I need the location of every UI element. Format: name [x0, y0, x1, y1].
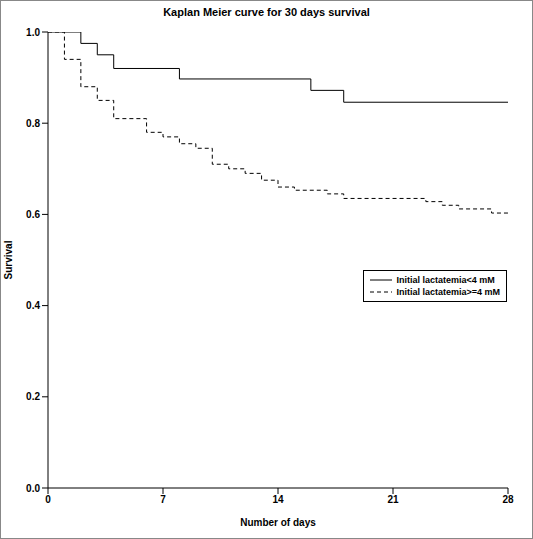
- svg-text:0.4: 0.4: [26, 300, 40, 311]
- html-text:Kaplan Meier curve for 30 days: Kaplan Meier curve for 30 days survival: [163, 6, 370, 18]
- svg-text:0: 0: [45, 494, 51, 505]
- svg-text:14: 14: [272, 494, 284, 505]
- svg-text:1.0: 1.0: [26, 27, 40, 38]
- svg-text:Survival: Survival: [8, 240, 14, 279]
- svg-text:Number of days: Number of days: [240, 517, 316, 528]
- svg-text:28: 28: [502, 494, 514, 505]
- svg-text:21: 21: [387, 494, 399, 505]
- svg-text:0.8: 0.8: [26, 118, 40, 129]
- svg-text:0.0: 0.0: [26, 483, 40, 494]
- svg-text:0.6: 0.6: [26, 209, 40, 220]
- html-text:Initial lactatemia<4 mM: Initial lactatemia<4 mM: [396, 275, 495, 285]
- svg-text:0.2: 0.2: [26, 391, 40, 402]
- html-text:Initial lactatemia>=4 mM: Initial lactatemia>=4 mM: [396, 287, 500, 297]
- svg-text:7: 7: [160, 494, 166, 505]
